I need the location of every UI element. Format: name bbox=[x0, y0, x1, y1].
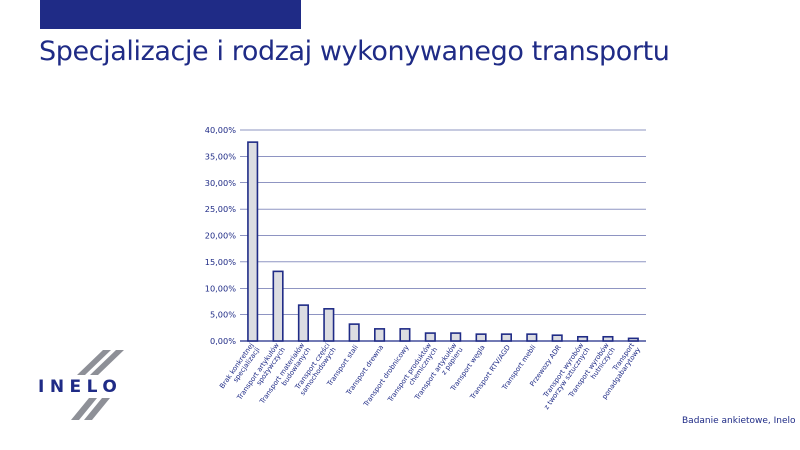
bar bbox=[500, 333, 512, 342]
y-tick-label: 30,00% bbox=[205, 178, 236, 188]
bar bbox=[247, 141, 259, 342]
logo-text: INELO bbox=[38, 377, 122, 397]
y-tick-label: 35,00% bbox=[205, 151, 236, 161]
bar bbox=[475, 333, 487, 342]
header-accent-bar bbox=[40, 0, 301, 29]
bar bbox=[627, 337, 639, 342]
y-tick-label: 25,00% bbox=[205, 204, 236, 214]
bar bbox=[577, 335, 589, 342]
bar bbox=[272, 270, 284, 342]
bar bbox=[450, 332, 462, 342]
inelo-logo: INELO bbox=[38, 350, 124, 420]
logo-stripe bbox=[71, 398, 97, 420]
y-tick-label: 20,00% bbox=[205, 231, 236, 241]
logo-stripe bbox=[90, 350, 124, 375]
y-tick-label: 5,00% bbox=[210, 310, 236, 320]
bar bbox=[526, 333, 538, 342]
bar bbox=[551, 334, 563, 342]
bar bbox=[348, 323, 360, 342]
page-title: Specjalizacje i rodzaj wykonywanego tran… bbox=[39, 36, 670, 67]
bar bbox=[399, 328, 411, 342]
y-tick-label: 0,00% bbox=[210, 336, 236, 346]
bar bbox=[297, 304, 309, 342]
logo-stripe bbox=[77, 350, 111, 375]
bar bbox=[323, 308, 335, 342]
source-note: Badanie ankietowe, Inelo bbox=[682, 416, 796, 426]
y-tick-label: 15,00% bbox=[205, 257, 236, 267]
y-tick-label: 10,00% bbox=[205, 283, 236, 293]
bar bbox=[602, 335, 614, 342]
bar bbox=[424, 332, 436, 342]
logo-stripe bbox=[84, 398, 110, 420]
bar bbox=[374, 328, 386, 342]
y-tick-label: 40,00% bbox=[205, 125, 236, 135]
